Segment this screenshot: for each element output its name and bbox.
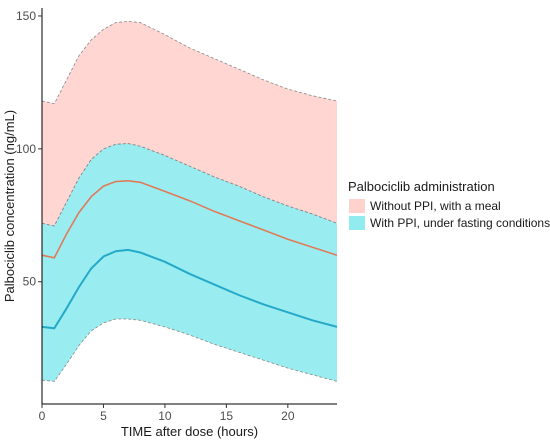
x-tick-label: 15: [220, 409, 234, 423]
x-tick-label: 5: [100, 409, 107, 423]
legend: Palbociclib administration Without PPI, …: [348, 179, 550, 230]
band-edge-lower: [41, 318, 338, 382]
band-without-ppi: [42, 21, 337, 226]
interval-band-edges: [41, 20, 338, 382]
ticks: 0 5 10 15 20 50 100 150: [16, 9, 295, 423]
median-line-without-ppi: [41, 179, 338, 259]
x-tick-label: 0: [39, 409, 46, 423]
y-tick-label: 100: [16, 142, 36, 156]
legend-label: With PPI, under fasting conditions: [370, 216, 550, 230]
x-tick-label: 20: [281, 409, 295, 423]
y-tick-label: 150: [16, 9, 36, 23]
band-edge-upper: [41, 143, 338, 227]
band-edge-upper: [41, 20, 338, 105]
legend-swatch: [349, 216, 365, 230]
legend-items: Without PPI, with a meal With PPI, under …: [349, 199, 550, 230]
legend-title: Palbociclib administration: [348, 179, 495, 194]
y-axis-title: Palbociclib concentration (ng/mL): [2, 110, 17, 302]
x-tick-label: 10: [158, 409, 172, 423]
legend-swatch: [349, 199, 365, 213]
interval-bands: [42, 21, 337, 382]
legend-label: Without PPI, with a meal: [370, 199, 501, 213]
band-with-ppi: [42, 143, 337, 382]
y-tick-label: 50: [23, 275, 37, 289]
median-line-with-ppi: [41, 248, 338, 330]
median-lines: [41, 179, 338, 330]
x-axis-title: TIME after dose (hours): [121, 424, 258, 439]
